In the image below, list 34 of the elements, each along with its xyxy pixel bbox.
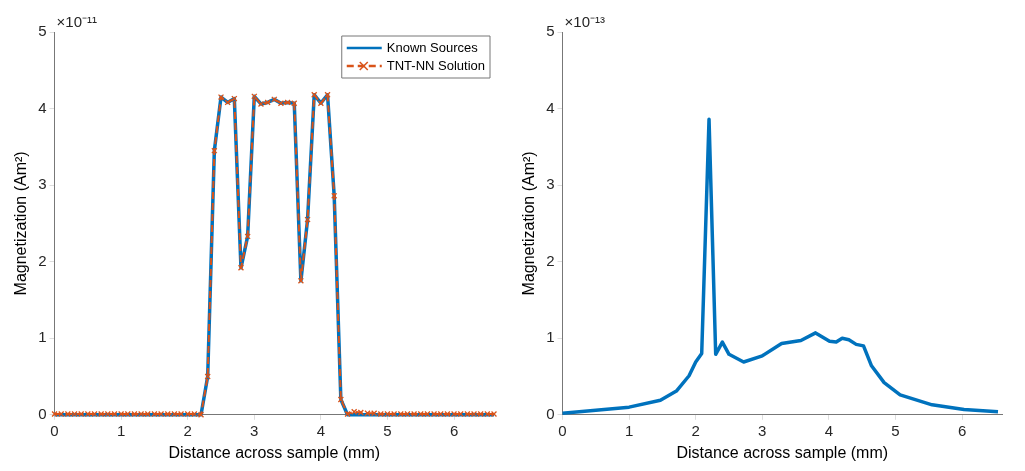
- x-tick-label: 0: [558, 421, 567, 439]
- legend-label: Known Sources: [386, 39, 479, 55]
- y-tick-label: 5: [546, 22, 555, 40]
- y-tick-label: 1: [38, 328, 47, 346]
- y-tick-label: 3: [38, 175, 47, 193]
- x-tick-label: 1: [624, 421, 634, 439]
- x-tick-label: 6: [957, 421, 967, 439]
- x-tick-label: 6: [449, 421, 459, 439]
- y-tick-label: 0: [38, 404, 47, 422]
- x-tick-label: 5: [891, 421, 900, 439]
- x-tick-label: 0: [50, 421, 59, 439]
- x-tick-label: 2: [183, 421, 192, 439]
- x-tick-label: 3: [250, 421, 259, 439]
- y-tick-label: 2: [38, 251, 47, 269]
- y-tick-label: 4: [38, 98, 47, 116]
- y-tick-label: 0: [546, 404, 555, 422]
- y-axis-title: Magnetization (Am²): [520, 151, 538, 296]
- x-tick-label: 1: [116, 421, 126, 439]
- x-tick-label: 2: [691, 421, 700, 439]
- text: ×10⁻¹³: [564, 12, 605, 30]
- x-axis-title: Distance across sample (mm): [168, 443, 381, 461]
- x-tick-label: 3: [758, 421, 767, 439]
- y-axis-title: Magnetization (Am²): [12, 151, 30, 296]
- y-tick-label: 2: [546, 251, 555, 269]
- x-axis-title: Distance across sample (mm): [676, 443, 889, 461]
- x-tick-label: 4: [824, 421, 834, 439]
- y-tick-label: 3: [546, 175, 555, 193]
- y-tick-label: 4: [546, 98, 555, 116]
- text: ×10⁻¹¹: [56, 12, 97, 30]
- legend-label: TNT-NN Solution: [386, 57, 485, 73]
- y-tick-label: 5: [38, 22, 47, 40]
- x-tick-label: 4: [316, 421, 326, 439]
- y-tick-label: 1: [546, 328, 555, 346]
- x-tick-label: 5: [383, 421, 392, 439]
